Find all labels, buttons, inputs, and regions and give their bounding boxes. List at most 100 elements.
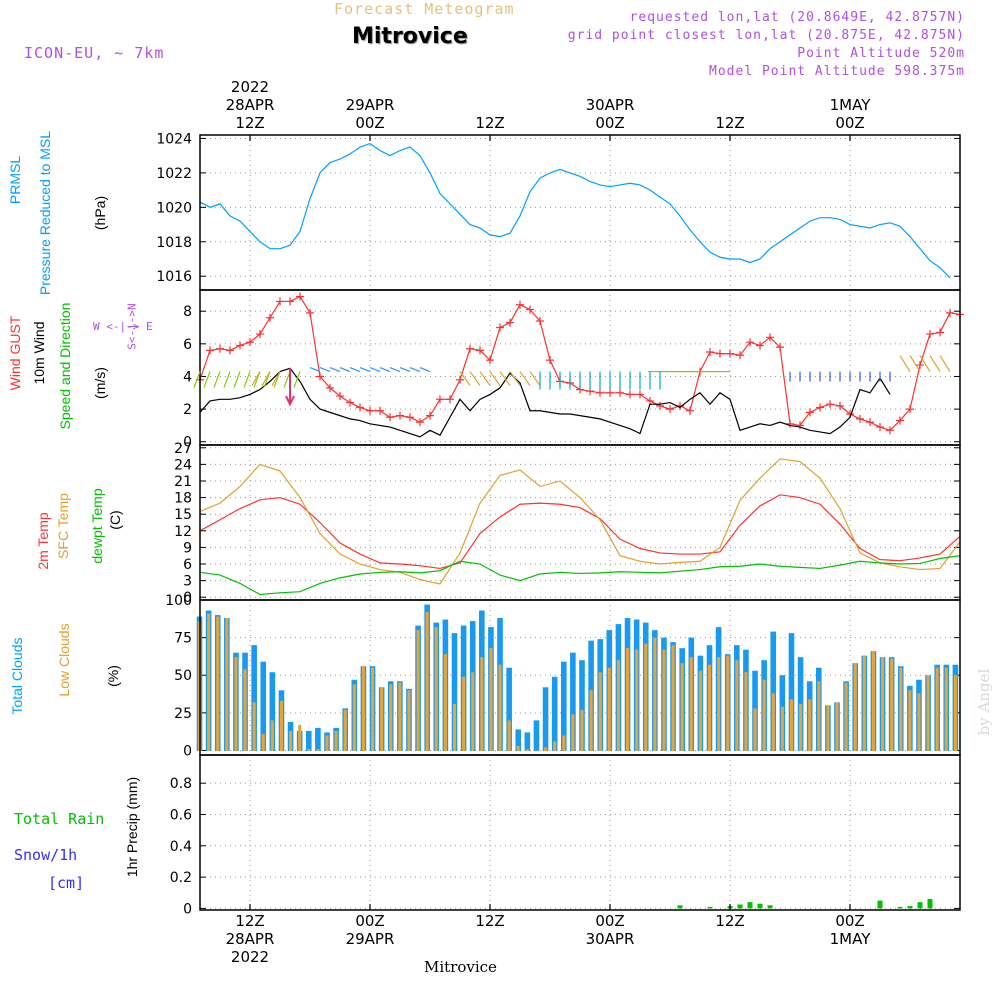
bar-total-clouds [560,661,567,751]
y-tick-label: 100 [165,593,192,609]
y-tick-label: 50 [174,668,192,684]
bar-low-clouds [289,730,293,751]
bar-total-clouds [770,631,777,751]
y-tick-label: 24 [174,457,192,473]
bar-low-clouds [789,699,794,751]
wind-arrow [309,367,321,373]
wind-arrow [193,371,201,388]
bar-low-clouds [835,702,839,751]
data-point [546,356,554,365]
bar-low-clouds [462,676,466,751]
bar-low-clouds [352,684,356,751]
time-label-top: 1MAY [830,96,872,114]
data-point [626,390,634,399]
bar-low-clouds [726,655,730,751]
data-point [866,418,874,427]
y-tick-label: 0.4 [170,839,192,855]
bar-low-clouds [899,667,903,751]
chart-title: Mitrovice [352,24,468,49]
time-label-top: 29APR [346,96,395,114]
data-point [336,392,344,401]
bar-low-clouds [671,645,675,751]
bar-low-clouds [243,669,247,751]
wind-arrow [479,371,491,386]
wind-arrow [261,371,271,386]
y-tick-label: 9 [183,540,192,556]
data-point [376,406,384,415]
data-point [316,372,324,381]
bar-low-clouds [625,648,630,751]
data-point [946,308,954,317]
bar-low-clouds [279,700,284,751]
bar-precip [877,900,883,909]
bar-low-clouds [380,687,384,751]
series-line [199,142,951,279]
y-tick-label: 21 [174,474,192,490]
bar-low-clouds [890,658,894,751]
wind-arrow [529,371,541,386]
data-point [426,411,434,420]
wind-arrow [909,355,921,372]
bar-low-clouds [553,741,557,751]
bar-low-clouds [717,657,721,751]
wind-arrow [359,367,371,373]
bar-low-clouds [416,630,420,751]
y-tick-label: 75 [174,631,192,647]
data-point [206,346,214,355]
data-point [806,408,814,417]
model-label: ICON-EU, ~ 7km [24,44,165,62]
data-point [886,426,894,435]
bar-low-clouds [471,672,475,751]
time-label-bottom: 00Z [835,912,864,930]
bar-low-clouds [844,682,848,751]
bar-total-clouds [524,732,531,751]
bar-low-clouds [425,612,429,751]
bar-precip [917,902,923,909]
bar-low-clouds [808,699,812,751]
bar-low-clouds [598,672,602,751]
data-point [686,406,694,415]
bar-low-clouds [534,750,539,751]
bar-low-clouds [261,733,265,751]
bar-total-clouds [551,676,558,751]
bar-total-clouds [788,633,795,751]
data-point [236,341,244,350]
y-tick-label: 0.8 [170,776,192,792]
wind-arrow [203,371,211,388]
data-point [746,338,754,347]
wind-arrow [399,367,411,373]
data-point [526,305,534,314]
data-point [456,375,464,384]
bar-low-clouds [635,649,639,751]
data-point [506,318,514,327]
bar-low-clouds [607,667,611,751]
data-point [396,411,404,420]
panel-frame [199,134,961,291]
bar-low-clouds [780,706,784,751]
data-point [826,400,834,409]
bar-low-clouds [917,693,921,751]
time-label-top: 00Z [355,114,384,132]
y-tick-label: 8 [183,304,192,320]
bar-low-clouds [698,670,702,751]
data-point [596,388,604,397]
data-point [776,343,784,352]
data-point [766,333,774,342]
bar-low-clouds [525,748,529,751]
data-point [906,405,914,414]
bar-total-clouds [533,720,540,751]
bar-total-clouds [260,661,267,751]
data-point [216,344,224,353]
bar-low-clouds [307,748,311,751]
data-point [786,419,794,428]
y-tick-label: 0 [183,743,192,759]
bar-total-clouds [315,727,321,751]
bar-low-clouds [853,663,857,751]
data-point [736,351,744,360]
bar-total-clouds [579,660,585,751]
wind-arrow [379,367,391,373]
data-point [356,403,364,412]
bar-low-clouds [707,664,712,751]
y-tick-label: 1022 [156,166,192,182]
bar-low-clouds [689,657,693,751]
